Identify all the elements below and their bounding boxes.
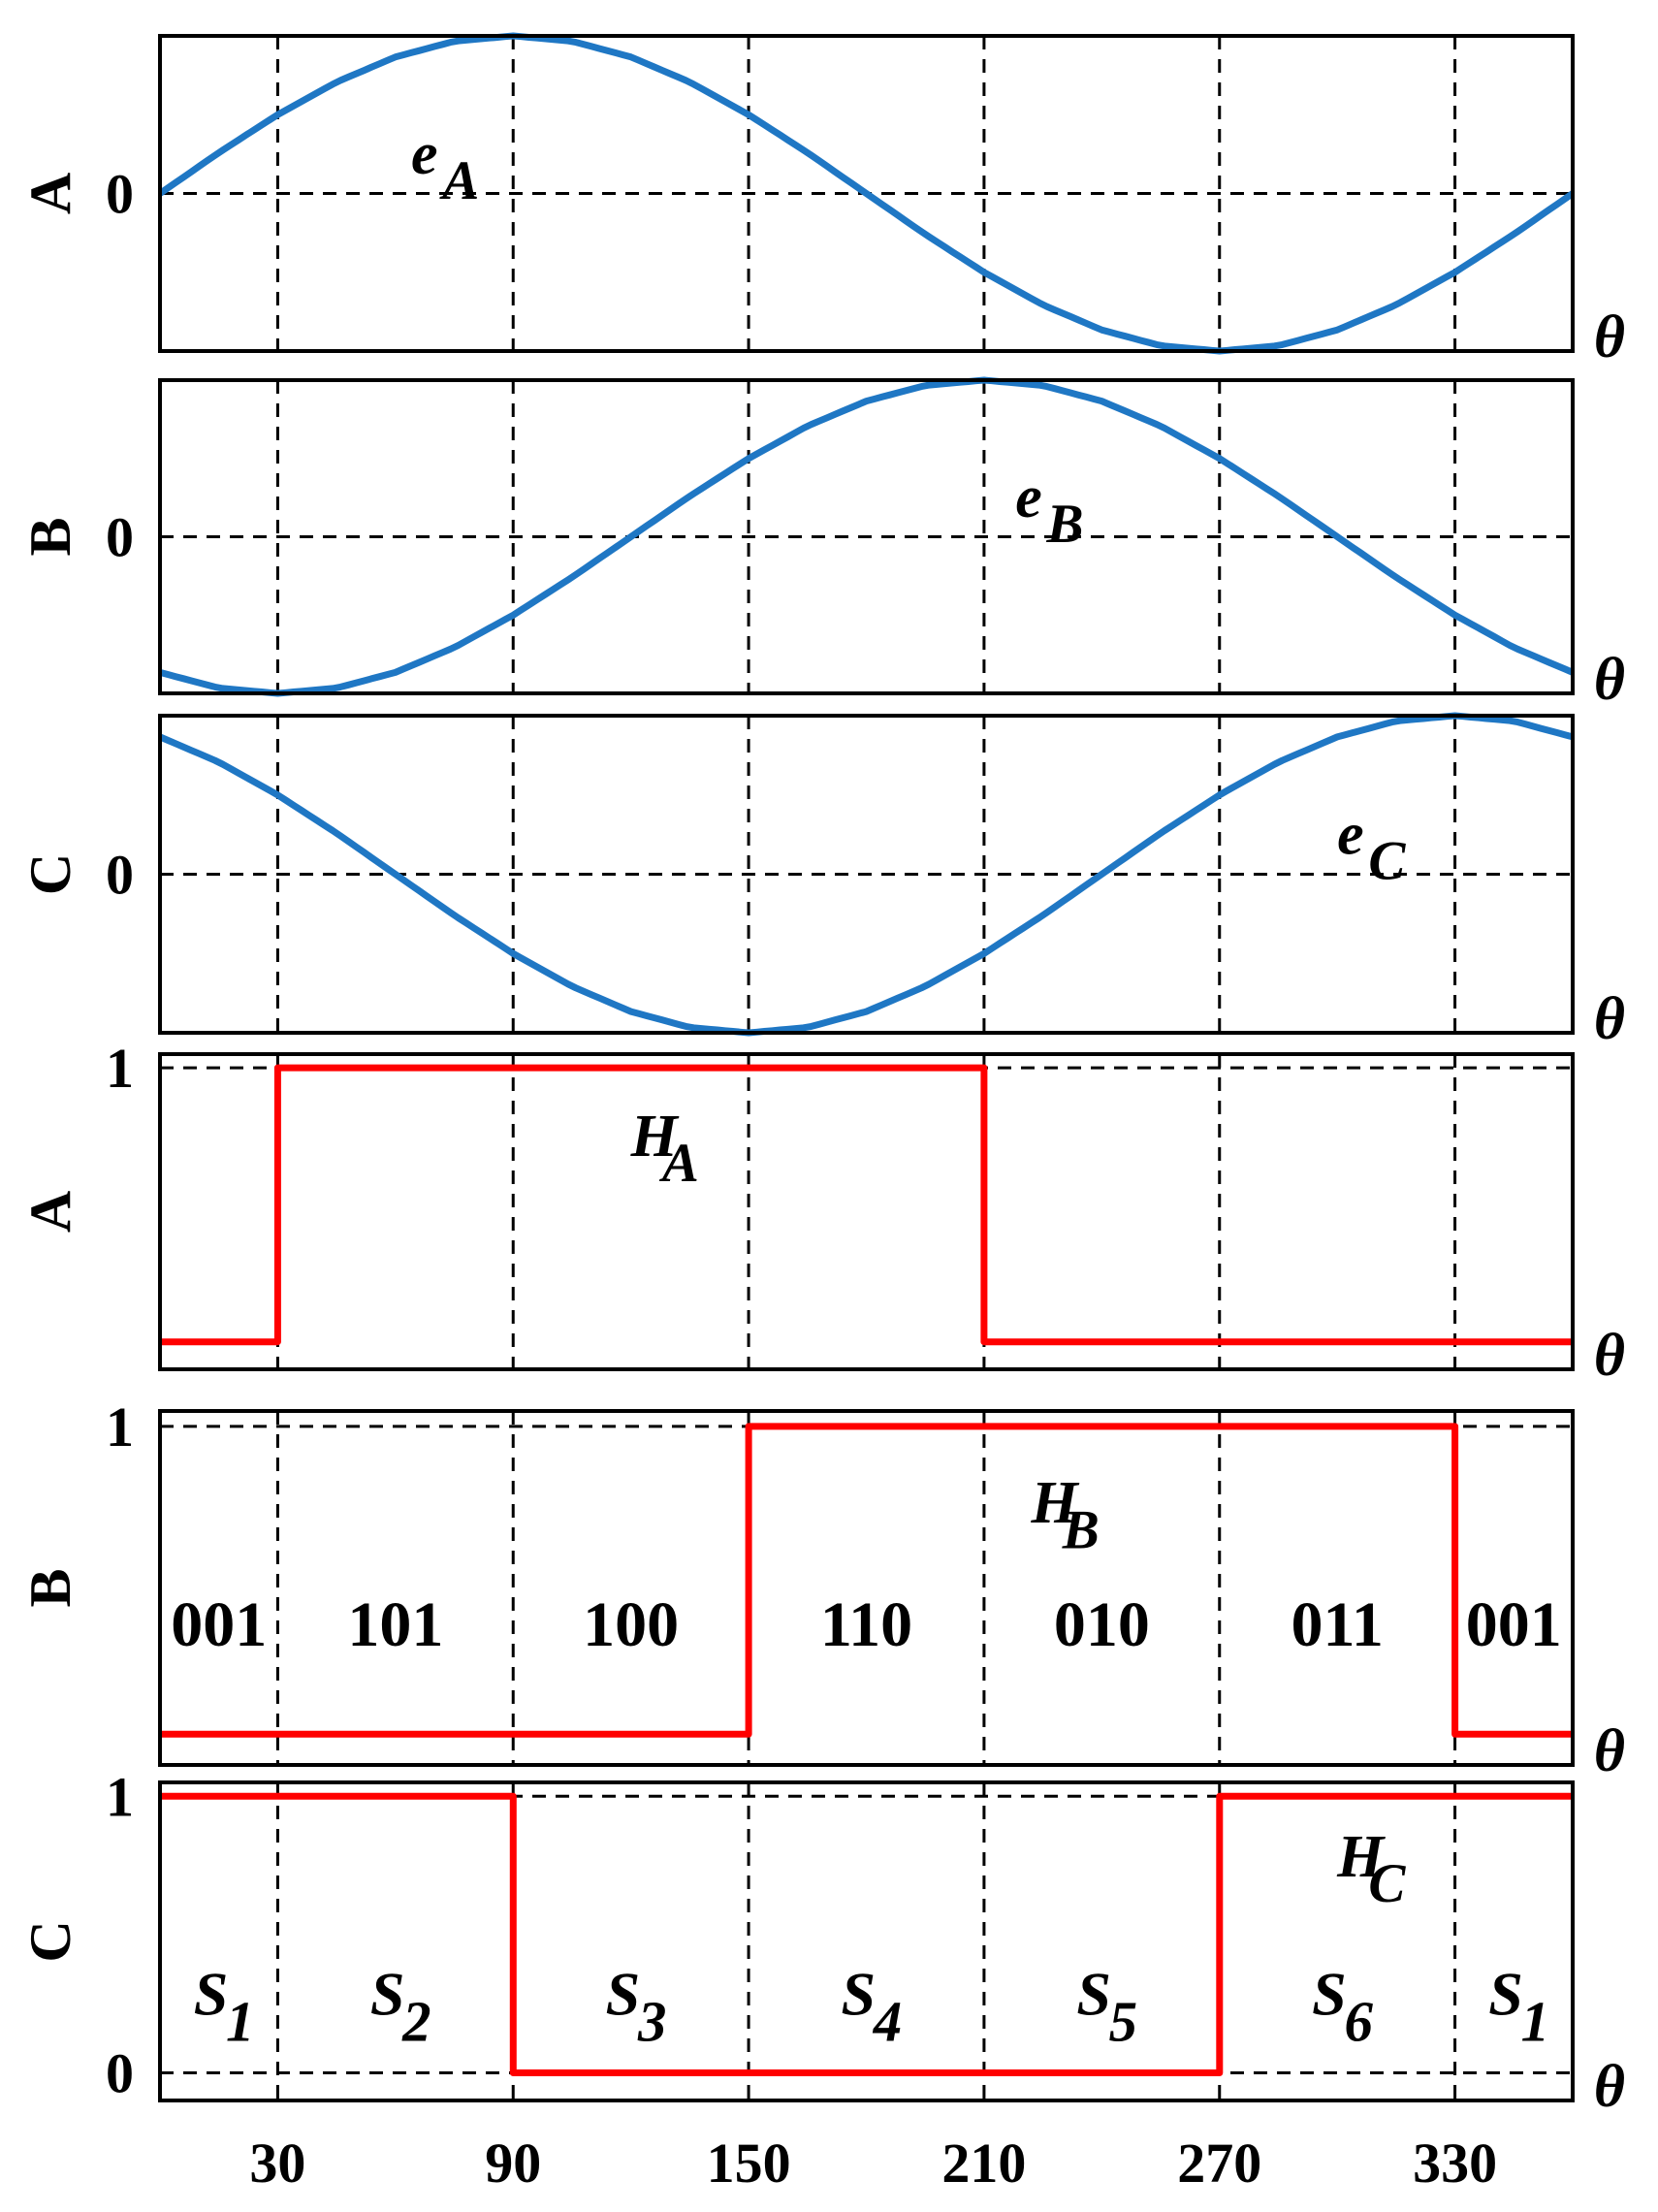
series-eC-label-sub: C — [1368, 831, 1406, 892]
x-tick-label-210: 210 — [941, 2132, 1026, 2195]
theta-label: θ — [1594, 1323, 1625, 1389]
series-HA-label-sub: A — [659, 1133, 699, 1194]
x-tick-label-90: 90 — [485, 2132, 541, 2195]
panel-2: 0Be Bθ — [18, 376, 1625, 713]
theta-label: θ — [1594, 986, 1625, 1052]
y-tick-label-1: 1 — [106, 1395, 134, 1459]
y-tick-label-0: 0 — [106, 844, 134, 907]
sector-label-2-base: S — [370, 1960, 405, 2029]
series-eA-label-sub: A — [439, 150, 479, 211]
panel-frame — [158, 34, 1575, 353]
hall-code-label-3: 100 — [583, 1589, 679, 1660]
panel-frame — [158, 378, 1575, 695]
panel-ylabel: B — [18, 1568, 82, 1607]
sector-label-2: S2 — [370, 1960, 431, 2054]
sector-label-7-sub: 1 — [1521, 1990, 1549, 2053]
series-eB-label-base: e — [1015, 465, 1042, 530]
series-HA-label-base: H — [630, 1104, 680, 1170]
series-HB-label: HB — [1030, 1470, 1099, 1560]
x-tick-label-270: 270 — [1177, 2132, 1261, 2195]
panel-ylabel: A — [18, 173, 82, 214]
hall-code-label-2: 101 — [347, 1589, 443, 1660]
sector-label-5: S5 — [1076, 1960, 1137, 2054]
series-eB-label-sub: B — [1046, 494, 1084, 555]
sector-label-3: S3 — [606, 1960, 667, 2054]
sector-label-4: S4 — [842, 1960, 903, 2054]
hall-code-label-1: 001 — [171, 1589, 267, 1660]
panel-frame — [158, 714, 1575, 1035]
x-tick-label-150: 150 — [707, 2132, 791, 2195]
panel-ylabel: B — [18, 517, 82, 556]
y-tick-label-1: 1 — [106, 1765, 134, 1828]
series-HB-line — [160, 1423, 1573, 1738]
hall-code-label-7: 001 — [1466, 1589, 1562, 1660]
theta-label: θ — [1594, 2054, 1625, 2120]
hall-code-label-4: 110 — [820, 1589, 912, 1660]
series-eA-line — [158, 32, 1575, 355]
y-tick-label-1: 1 — [106, 1037, 134, 1100]
sector-label-7-base: S — [1488, 1960, 1523, 2029]
sector-label-3-base: S — [606, 1960, 641, 2029]
series-HB-label-base: H — [1030, 1470, 1079, 1536]
series-HC-label-sub: C — [1368, 1853, 1406, 1914]
series-HA-label: HA — [630, 1104, 699, 1194]
sector-label-3-sub: 3 — [637, 1990, 666, 2053]
sector-label-7: S1 — [1488, 1960, 1549, 2054]
hall-code-label-5: 010 — [1054, 1589, 1150, 1660]
sector-label-1-base: S — [194, 1960, 229, 2029]
series-eC-line — [158, 712, 1574, 1037]
sector-label-5-sub: 5 — [1109, 1990, 1137, 2053]
x-tick-label-30: 30 — [249, 2132, 305, 2195]
sector-label-2-sub: 2 — [401, 1990, 430, 2053]
sector-label-6: S6 — [1312, 1960, 1373, 2054]
panel-frame — [158, 1052, 1575, 1371]
series-HC-line — [160, 1792, 1573, 2076]
sector-label-6-base: S — [1312, 1960, 1347, 2029]
y-tick-label-0: 0 — [106, 506, 134, 569]
series-HA-line — [160, 1064, 1573, 1346]
hall-code-label-6: 011 — [1291, 1589, 1383, 1660]
series-HC-label: HC — [1336, 1824, 1406, 1914]
theta-label: θ — [1594, 647, 1625, 713]
series-eB-line — [159, 376, 1575, 697]
series-eA-label-base: e — [411, 121, 438, 187]
panel-ylabel: A — [18, 1191, 82, 1233]
panel-ylabel: C — [18, 853, 82, 895]
x-tick-label-330: 330 — [1413, 2132, 1497, 2195]
panel-frame — [158, 1780, 1575, 2102]
y-tick-label-0: 0 — [106, 2041, 134, 2104]
panel-1: 0Ae Aθ — [18, 32, 1625, 370]
sector-label-1: S1 — [194, 1960, 255, 2054]
panel-ylabel: C — [18, 1920, 82, 1962]
series-eC-label-base: e — [1337, 802, 1364, 868]
panel-frame — [158, 1409, 1575, 1767]
series-HB-label-sub: B — [1062, 1499, 1100, 1560]
sector-label-1-sub: 1 — [226, 1990, 254, 2053]
sector-label-4-sub: 4 — [873, 1990, 902, 2053]
series-HC-label-base: H — [1336, 1824, 1386, 1890]
panel-3: 0Ce Cθ — [18, 712, 1625, 1052]
sector-label-5-base: S — [1076, 1960, 1111, 2029]
y-tick-label-0: 0 — [106, 163, 134, 226]
theta-label: θ — [1594, 305, 1625, 370]
sector-label-4-base: S — [842, 1960, 877, 2029]
theta-label: θ — [1594, 1718, 1625, 1784]
sector-label-6-sub: 6 — [1344, 1990, 1373, 2053]
